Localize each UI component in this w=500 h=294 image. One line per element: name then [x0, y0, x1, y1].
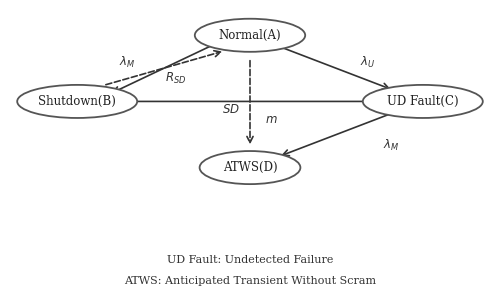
Text: $\lambda_M$: $\lambda_M$	[120, 55, 136, 70]
Ellipse shape	[17, 85, 137, 118]
Text: ATWS(D): ATWS(D)	[222, 161, 278, 174]
Text: UD Fault: Undetected Failure: UD Fault: Undetected Failure	[167, 255, 333, 265]
Text: $m$: $m$	[266, 113, 278, 126]
Text: $\lambda_U$: $\lambda_U$	[360, 55, 376, 70]
Text: UD Fault(C): UD Fault(C)	[387, 95, 458, 108]
Ellipse shape	[200, 151, 300, 184]
Ellipse shape	[363, 85, 483, 118]
Text: $\lambda_M$: $\lambda_M$	[384, 138, 400, 153]
Ellipse shape	[195, 19, 305, 52]
Text: ATWS: Anticipated Transient Without Scram: ATWS: Anticipated Transient Without Scra…	[124, 276, 376, 286]
Text: Shutdown(B): Shutdown(B)	[38, 95, 116, 108]
Text: Normal(A): Normal(A)	[218, 29, 282, 42]
Text: $R_{SD}$: $R_{SD}$	[165, 71, 186, 86]
Text: $SD$: $SD$	[222, 103, 240, 116]
